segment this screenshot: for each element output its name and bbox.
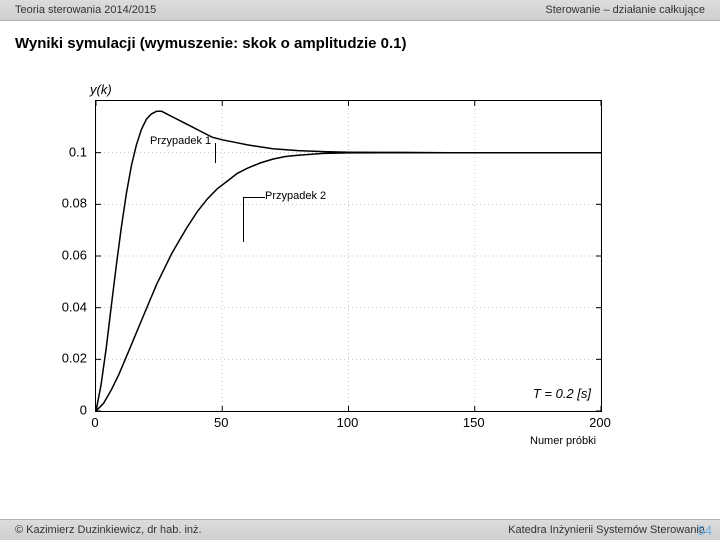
header-right: Sterowanie – działanie całkujące: [545, 4, 705, 16]
ytick-label: 0: [47, 403, 87, 418]
ytick-label: 0.06: [47, 248, 87, 263]
page-title: Wyniki symulacji (wymuszenie: skok o amp…: [15, 35, 407, 52]
y-axis-label: y(k): [90, 82, 112, 97]
xtick-label: 0: [91, 415, 98, 430]
param-text: T = 0.2 [s]: [533, 386, 591, 401]
xtick-label: 200: [589, 415, 611, 430]
footer-left: © Kazimierz Duzinkiewicz, dr hab. inż.: [15, 524, 202, 536]
case2-label: Przypadek 2: [265, 190, 326, 202]
page-number: 54: [698, 523, 712, 538]
footer-right: Katedra Inżynierii Systemów Sterowania: [508, 524, 705, 536]
case2-leader-v: [243, 197, 244, 242]
ytick-label: 0.1: [47, 144, 87, 159]
footer-bar: © Kazimierz Duzinkiewicz, dr hab. inż. K…: [0, 519, 720, 540]
chart-container: y(k) T = 0.2 [s] 00.020.040.060.080.1 05…: [40, 90, 620, 440]
case1-label: Przypadek 1: [150, 135, 211, 147]
case1-leader: [215, 143, 216, 163]
ytick-label: 0.08: [47, 196, 87, 211]
header-bar: Teoria sterowania 2014/2015 Sterowanie –…: [0, 0, 720, 21]
ytick-label: 0.04: [47, 299, 87, 314]
header-left: Teoria sterowania 2014/2015: [15, 4, 156, 16]
case2-leader-h: [243, 197, 265, 198]
x-axis-label: Numer próbki: [530, 435, 596, 447]
xtick-label: 50: [214, 415, 228, 430]
xtick-label: 150: [463, 415, 485, 430]
xtick-label: 100: [337, 415, 359, 430]
chart-svg: [96, 101, 601, 411]
ytick-label: 0.02: [47, 351, 87, 366]
